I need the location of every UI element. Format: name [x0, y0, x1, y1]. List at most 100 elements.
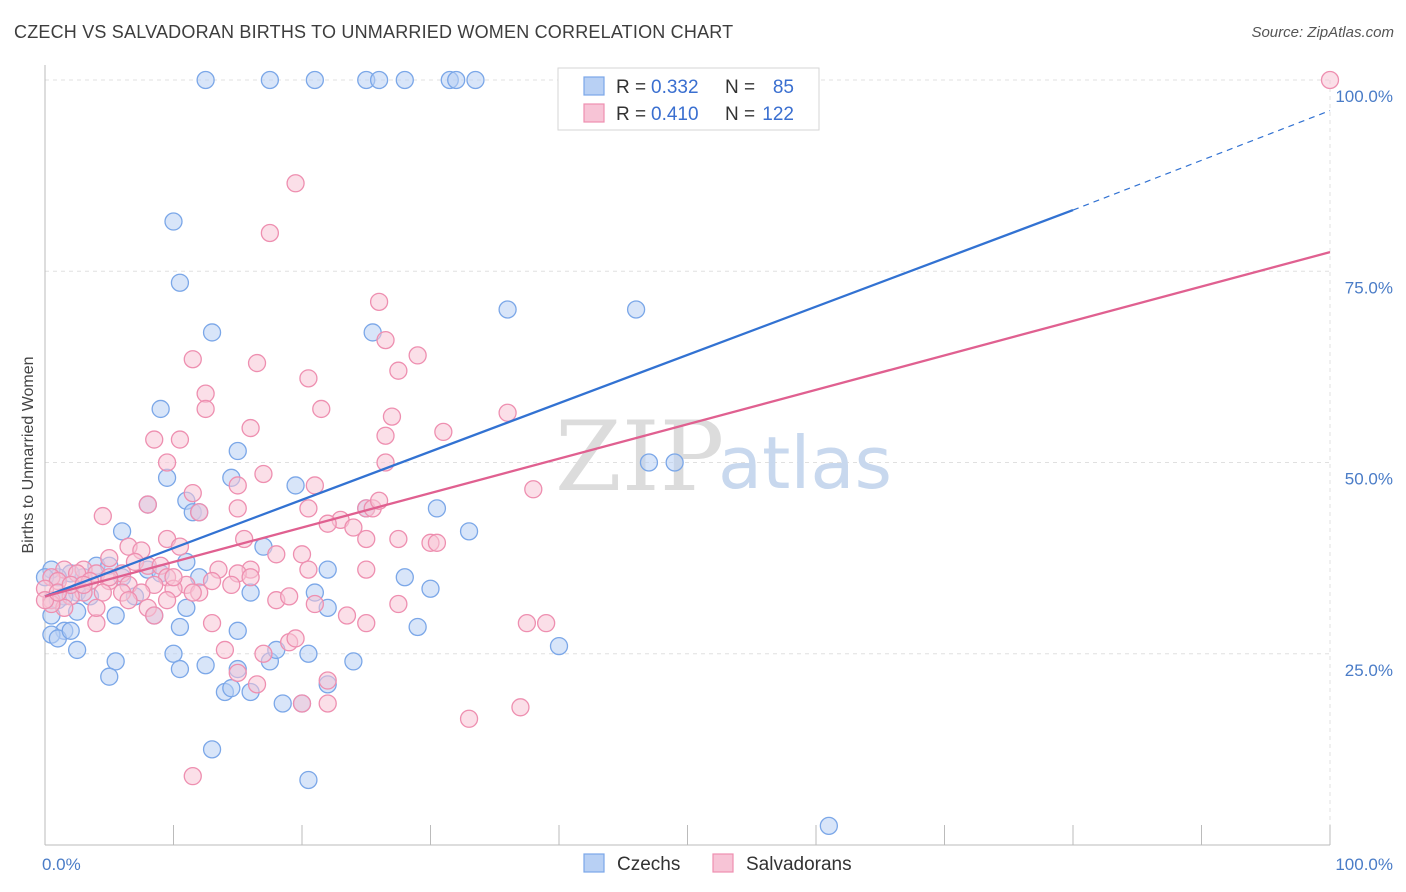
legend-swatch — [583, 76, 605, 96]
salvadoran-point — [183, 350, 202, 369]
czech-point — [196, 70, 215, 90]
salvadoran-point — [260, 223, 280, 243]
salvadoran-point — [202, 614, 222, 633]
czech-point — [299, 644, 318, 663]
salvadoran-point — [157, 591, 177, 610]
salvadoran-point — [299, 499, 318, 518]
salvadoran-point — [292, 694, 312, 713]
legend-r-label: R = — [616, 77, 646, 98]
czech-point — [170, 617, 190, 637]
salvadoran-point — [286, 629, 305, 648]
czech-point — [447, 70, 466, 90]
legend-n-label: N = — [725, 77, 755, 98]
salvadoran-point — [318, 671, 337, 690]
salvadoran-point — [434, 422, 453, 442]
czech-point — [305, 70, 325, 90]
legend-n-label: N = — [725, 104, 755, 125]
legend: R = 0.332 N = 85 R = 0.410 N = 122 — [557, 67, 820, 131]
legend-n-value: 122 — [762, 104, 794, 125]
salvadoran-point — [157, 453, 177, 472]
salvadoran-point — [537, 614, 556, 633]
salvadoran-point — [524, 480, 543, 499]
salvadoran-point — [87, 614, 106, 633]
salvadoran-point — [254, 644, 273, 663]
trend-lines — [44, 110, 1331, 598]
czech-point — [164, 644, 183, 663]
czech-point — [498, 300, 517, 319]
salvadoran-point — [145, 606, 164, 625]
salvadoran-point — [190, 503, 209, 522]
czech-point — [151, 399, 170, 419]
czech-point — [466, 70, 485, 90]
series-legend: Czechs Salvadorans — [583, 853, 852, 875]
salvadoran-point — [228, 499, 247, 518]
salvadoran-point — [318, 514, 337, 533]
salvadoran-point — [202, 571, 222, 591]
salvadoran-point — [459, 709, 479, 728]
salvadoran-point — [292, 545, 312, 564]
czech-point — [157, 468, 177, 487]
watermark: ZIP atlas — [555, 401, 892, 513]
czech-point — [299, 770, 318, 790]
czech-point — [626, 300, 646, 319]
czech-point — [421, 579, 440, 598]
czech-point — [228, 621, 247, 640]
czech-point — [61, 621, 80, 640]
czech-point — [260, 70, 280, 90]
salvadoran-point — [164, 568, 183, 587]
salvadoran-point — [247, 675, 267, 694]
czech-point — [202, 323, 222, 342]
series-legend-label: Czechs — [617, 854, 680, 875]
salvadoran-point — [254, 464, 273, 484]
y-axis-title: Births to Unmarried Women — [20, 356, 37, 553]
source-credit: Source: ZipAtlas.com — [1251, 24, 1394, 41]
chart-title: CZECH VS SALVADORAN BIRTHS TO UNMARRIED … — [14, 22, 734, 42]
y-tick-label: 50.0% — [1345, 470, 1393, 489]
series-legend-swatch — [583, 853, 605, 873]
salvadoran-point — [305, 594, 325, 614]
legend-n-value: 85 — [773, 77, 794, 98]
salvadoran-point — [196, 384, 215, 403]
czech-point — [67, 640, 87, 660]
czech-point — [395, 568, 414, 587]
salvadoran-point — [382, 407, 402, 426]
salvadoran-trend-line — [44, 251, 1331, 598]
salvadoran-point — [337, 606, 357, 625]
salvadoran-point — [93, 583, 112, 602]
x-tick-label: 100.0% — [1335, 855, 1393, 874]
salvadoran-point — [87, 598, 106, 617]
salvadoran-point — [93, 506, 112, 526]
series-legend-label: Salvadorans — [746, 854, 852, 875]
czech-point — [819, 816, 838, 836]
czech-point — [639, 453, 659, 472]
salvadoran-point — [196, 399, 215, 419]
czech-point — [318, 560, 337, 579]
watermark-atlas: atlas — [718, 421, 892, 505]
salvadoran-point — [305, 476, 325, 495]
salvadoran-point — [357, 529, 376, 549]
czech-point — [228, 441, 247, 461]
czech-point — [106, 606, 125, 625]
salvadoran-point — [408, 346, 427, 365]
y-tick-label: 25.0% — [1345, 661, 1393, 680]
salvadoran-point — [267, 545, 286, 564]
czech-point — [344, 652, 363, 671]
czech-trend-line — [44, 208, 1074, 598]
x-tick-label: 0.0% — [42, 855, 81, 874]
salvadoran-point — [498, 403, 517, 422]
legend-r-value: 0.410 — [651, 104, 699, 125]
czech-point — [170, 659, 190, 679]
salvadoran-point — [1320, 70, 1340, 90]
salvadoran-point — [389, 529, 408, 549]
salvadoran-point — [228, 663, 247, 683]
czech-point — [395, 70, 414, 90]
salvadoran-point — [517, 614, 537, 633]
salvadoran-point — [318, 694, 337, 713]
salvadoran-point — [241, 568, 260, 587]
czech-point — [164, 212, 183, 231]
salvadoran-point — [376, 426, 395, 445]
czech-point — [665, 453, 684, 472]
salvadoran-point — [369, 292, 389, 312]
salvadoran-point — [138, 495, 157, 514]
